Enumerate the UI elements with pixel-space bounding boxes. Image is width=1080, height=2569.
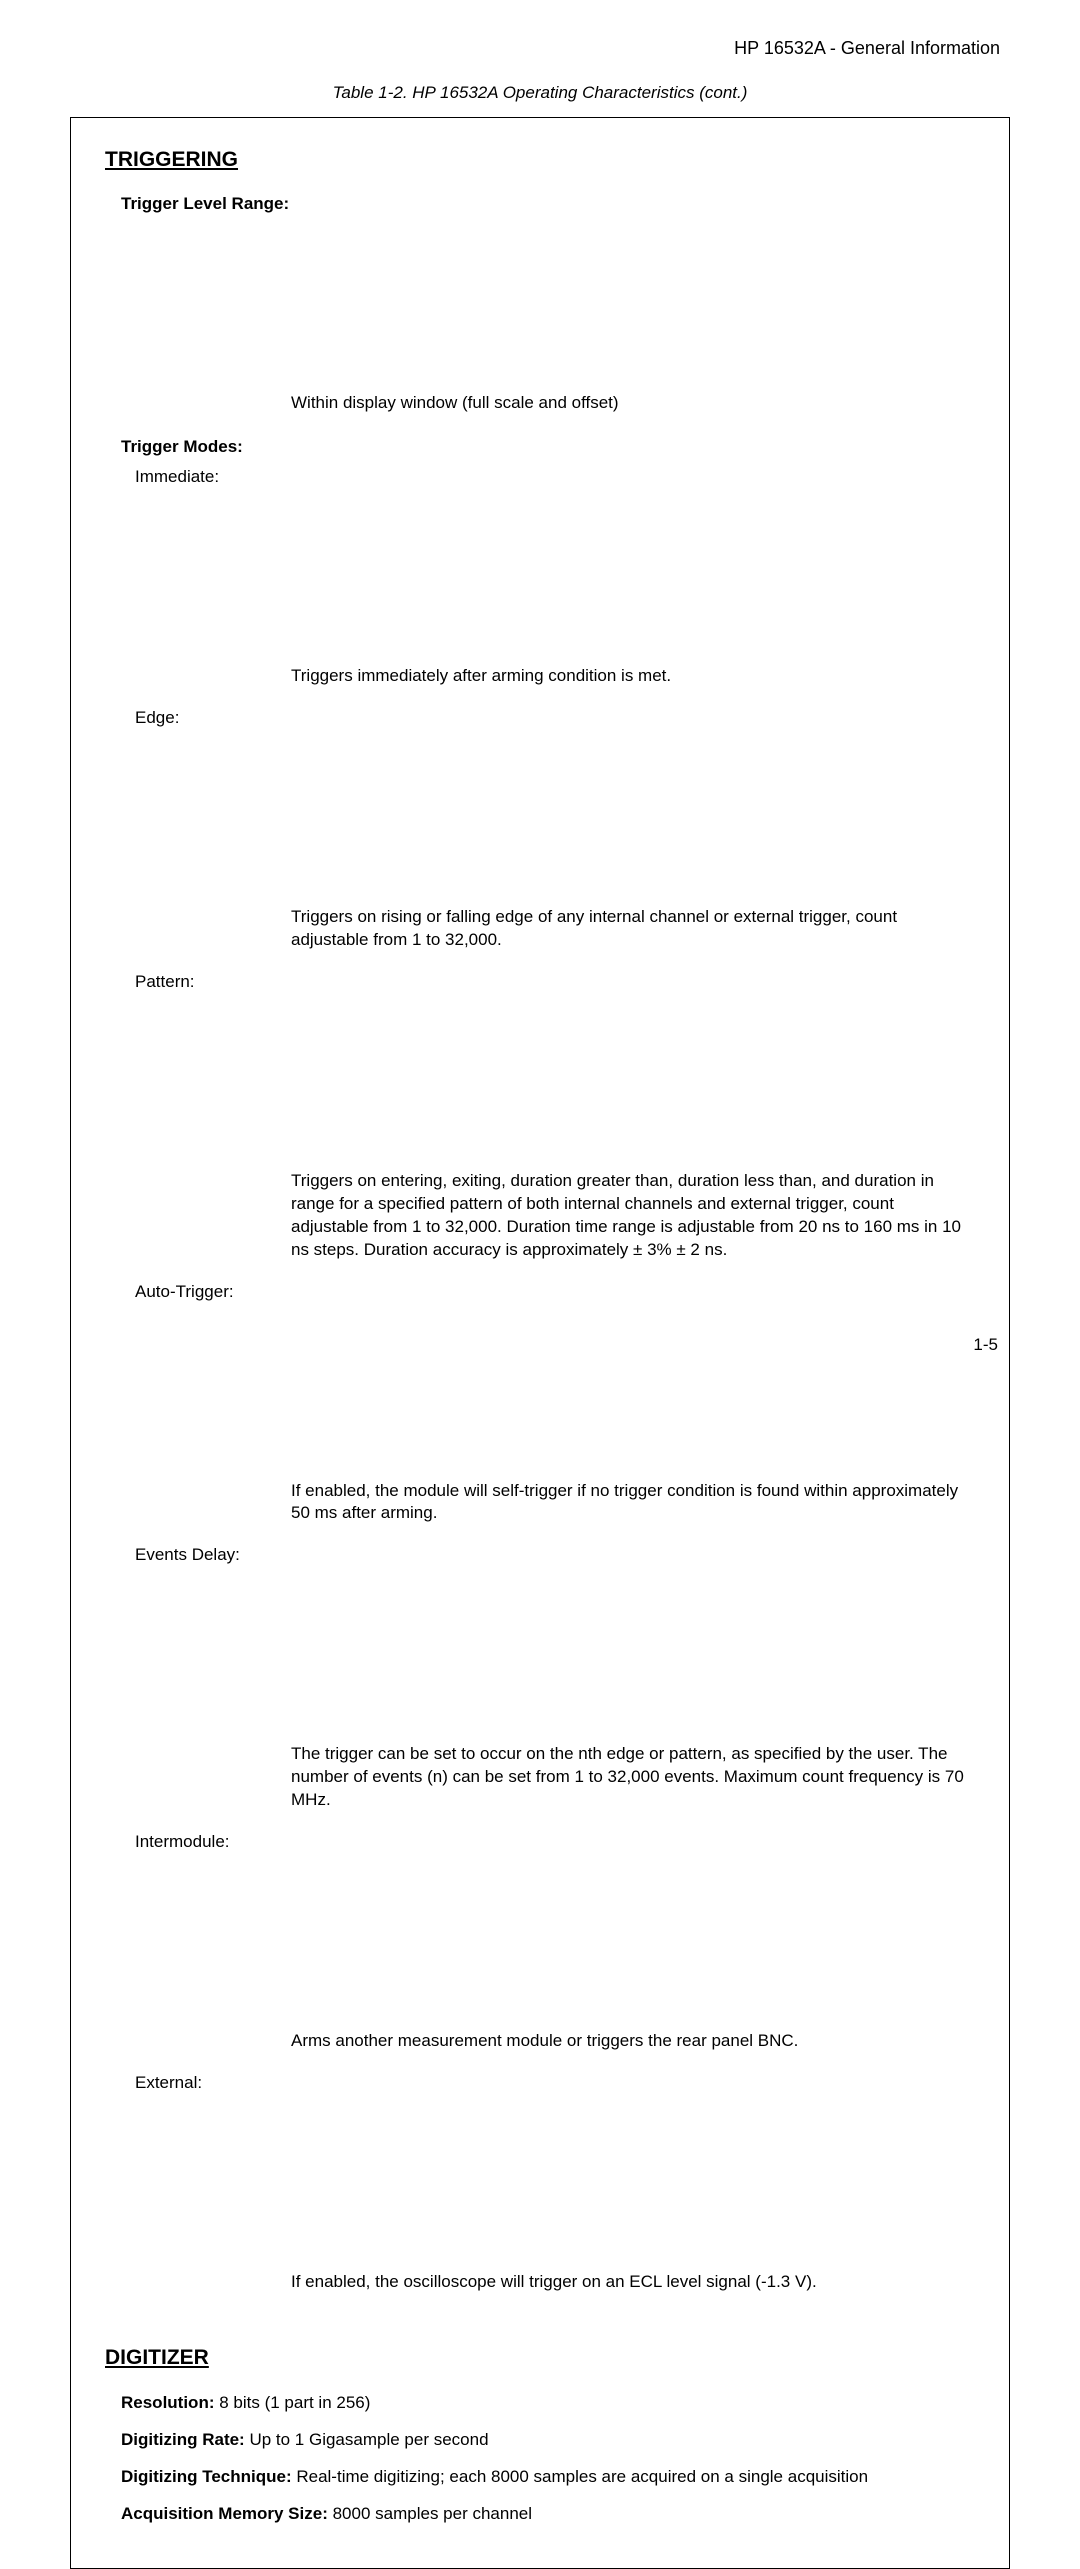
digitizer-rate: Digitizing Rate: Up to 1 Gigasample per … bbox=[105, 2429, 975, 2452]
events-delay-label: Events Delay: bbox=[105, 1545, 291, 1731]
section-title-digitizer: DIGITIZER bbox=[105, 2346, 975, 2370]
intermodule-value: Arms another measurement module or trigg… bbox=[291, 2030, 975, 2053]
external-value: If enabled, the oscilloscope will trigge… bbox=[291, 2271, 975, 2294]
trigger-mode-auto: Auto-Trigger: If enabled, the module wil… bbox=[105, 1282, 975, 1546]
digitizing-tech-value: Real-time digitizing; each 8000 samples … bbox=[292, 2467, 868, 2486]
trigger-mode-pattern: Pattern: Triggers on entering, exiting, … bbox=[105, 972, 975, 1282]
events-delay-value: The trigger can be set to occur on the n… bbox=[291, 1743, 975, 1812]
resolution-label: Resolution: bbox=[121, 2393, 215, 2412]
digitizer-acq-memory: Acquisition Memory Size: 8000 samples pe… bbox=[105, 2503, 975, 2526]
trigger-level-range: Trigger Level Range: Within display wind… bbox=[105, 194, 975, 437]
trigger-mode-external: External: If enabled, the oscilloscope w… bbox=[105, 2073, 975, 2314]
table-caption: Table 1-2. HP 16532A Operating Character… bbox=[70, 83, 1010, 103]
immediate-value: Triggers immediately after arming condit… bbox=[291, 665, 975, 688]
digitizing-tech-label: Digitizing Technique: bbox=[121, 2467, 292, 2486]
pattern-value: Triggers on entering, exiting, duration … bbox=[291, 1170, 975, 1262]
immediate-label: Immediate: bbox=[105, 467, 291, 653]
resolution-value: 8 bits (1 part in 256) bbox=[215, 2393, 371, 2412]
page-number: 1-5 bbox=[973, 1335, 998, 1355]
external-label: External: bbox=[105, 2073, 291, 2259]
page: HP 16532A - General Information Table 1-… bbox=[0, 0, 1080, 1397]
acq-memory-label: Acquisition Memory Size: bbox=[121, 2504, 328, 2523]
trigger-modes-label: Trigger Modes: bbox=[105, 437, 975, 457]
trigger-mode-intermodule: Intermodule: Arms another measurement mo… bbox=[105, 1832, 975, 2073]
auto-label: Auto-Trigger: bbox=[105, 1282, 291, 1468]
digitizing-rate-value: Up to 1 Gigasample per second bbox=[245, 2430, 489, 2449]
trigger-mode-edge: Edge: Triggers on rising or falling edge… bbox=[105, 708, 975, 972]
intermodule-label: Intermodule: bbox=[105, 1832, 291, 2018]
trigger-mode-immediate: Immediate: Triggers immediately after ar… bbox=[105, 467, 975, 708]
page-header: HP 16532A - General Information bbox=[70, 38, 1010, 59]
digitizing-rate-label: Digitizing Rate: bbox=[121, 2430, 245, 2449]
digitizer-technique: Digitizing Technique: Real-time digitizi… bbox=[105, 2466, 975, 2489]
digitizer-resolution: Resolution: 8 bits (1 part in 256) bbox=[105, 2392, 975, 2415]
pattern-label: Pattern: bbox=[105, 972, 291, 1158]
edge-label: Edge: bbox=[105, 708, 291, 894]
trigger-mode-events-delay: Events Delay: The trigger can be set to … bbox=[105, 1545, 975, 1832]
auto-value: If enabled, the module will self-trigger… bbox=[291, 1480, 975, 1526]
content-box: TRIGGERING Trigger Level Range: Within d… bbox=[70, 117, 1010, 2569]
trigger-level-range-label: Trigger Level Range: bbox=[105, 194, 291, 380]
acq-memory-value: 8000 samples per channel bbox=[328, 2504, 532, 2523]
section-title-triggering: TRIGGERING bbox=[105, 148, 975, 172]
edge-value: Triggers on rising or falling edge of an… bbox=[291, 906, 975, 952]
trigger-level-range-value: Within display window (full scale and of… bbox=[291, 392, 975, 415]
